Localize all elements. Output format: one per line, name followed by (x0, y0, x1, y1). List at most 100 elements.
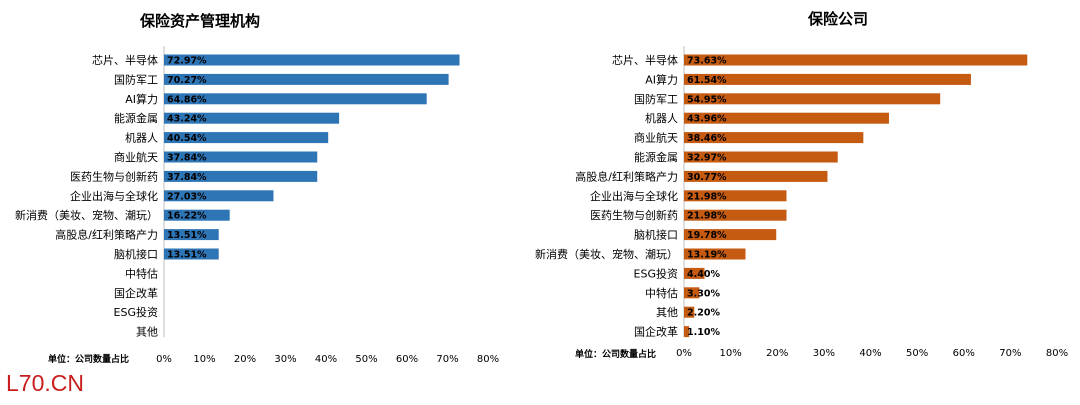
category-label: 新消费（美妆、宠物、潮玩） (535, 247, 678, 261)
bar (684, 132, 864, 144)
bar (684, 287, 700, 299)
category-label: 企业出海与全球化 (70, 189, 158, 203)
category-label: 新消费（美妆、宠物、潮玩） (15, 208, 158, 222)
data-label: 4.40% (687, 269, 720, 280)
bar (164, 190, 274, 202)
category-label: ESG投资 (114, 305, 158, 319)
category-label: 国防军工 (634, 92, 678, 106)
category-label: 中特估 (125, 266, 158, 280)
data-label: 21.98% (687, 211, 727, 222)
x-tick-label: 80% (1046, 348, 1068, 359)
data-label: 43.24% (167, 114, 207, 125)
category-label: 机器人 (645, 111, 678, 125)
category-label: 芯片、半导体 (92, 53, 158, 67)
category-label: 高股息/红利策略产力 (55, 228, 158, 242)
bar (164, 229, 219, 241)
x-tick-label: 30% (274, 354, 296, 365)
data-label: 38.46% (687, 133, 727, 144)
x-tick-label: 40% (859, 348, 881, 359)
x-tick-label: 20% (234, 354, 256, 365)
x-tick-label: 0% (156, 354, 172, 365)
data-label: 3.30% (687, 288, 720, 299)
category-label: 国企改革 (634, 325, 678, 339)
data-label: 72.97% (167, 56, 207, 67)
bar (684, 54, 1028, 66)
bar (684, 170, 828, 182)
bar (684, 190, 787, 202)
data-label: 37.84% (167, 172, 207, 183)
category-label: 医药生物与创新药 (590, 208, 678, 222)
category-label: 能源金属 (634, 150, 678, 164)
data-label: 13.19% (687, 250, 727, 261)
bar (684, 229, 777, 241)
x-tick-label: 40% (315, 354, 337, 365)
x-tick-label: 50% (906, 348, 928, 359)
category-label: 商业航天 (114, 150, 158, 164)
category-label: 机器人 (125, 131, 158, 145)
watermark-logo: L70.CN (6, 370, 84, 396)
x-tick-label: 10% (720, 348, 742, 359)
x-tick-label: 60% (396, 354, 418, 365)
chart-title: 保险资产管理机构 (139, 12, 260, 30)
x-tick-label: 30% (813, 348, 835, 359)
bar (164, 170, 318, 182)
bar (684, 248, 746, 260)
data-label: 43.96% (687, 114, 727, 125)
category-label: 国防军工 (114, 72, 158, 86)
x-tick-label: 70% (436, 354, 458, 365)
bar (164, 73, 449, 85)
data-label: 70.27% (167, 75, 207, 86)
bar (684, 267, 705, 279)
category-label: AI算力 (645, 72, 678, 86)
category-label: 脑机接口 (114, 247, 158, 261)
bar (164, 93, 427, 105)
category-label: 能源金属 (114, 111, 158, 125)
category-label: 企业出海与全球化 (590, 189, 678, 203)
data-label: 2.20% (687, 308, 720, 319)
unit-note: 单位：公司数量占比 (48, 353, 129, 365)
category-label: 芯片、半导体 (612, 53, 678, 67)
x-tick-label: 70% (999, 348, 1021, 359)
data-label: 19.78% (687, 230, 727, 241)
data-label: 13.51% (167, 230, 207, 241)
data-label: 1.10% (687, 327, 720, 338)
bar (164, 54, 460, 66)
bar (684, 306, 695, 318)
category-label: 高股息/红利策略产力 (575, 169, 678, 183)
bar (164, 209, 230, 221)
bar (164, 248, 219, 260)
category-label: 脑机接口 (634, 228, 678, 242)
x-tick-label: 20% (766, 348, 788, 359)
bar (164, 132, 329, 144)
data-label: 73.63% (687, 56, 727, 67)
bar (684, 112, 889, 124)
category-label: 其他 (656, 306, 678, 319)
category-label: 商业航天 (634, 131, 678, 145)
bar (164, 112, 340, 124)
data-label: 30.77% (687, 172, 727, 183)
data-label: 61.54% (687, 75, 727, 86)
data-label: 27.03% (167, 191, 207, 202)
data-label: 13.51% (167, 250, 207, 261)
bar (684, 209, 787, 221)
bar (684, 151, 838, 163)
data-label: 37.84% (167, 153, 207, 164)
x-tick-label: 50% (355, 354, 377, 365)
unit-note: 单位：公司数量占比 (575, 348, 656, 360)
category-label: ESG投资 (634, 266, 678, 280)
data-label: 64.86% (167, 94, 207, 105)
category-label: 国企改革 (114, 286, 158, 300)
x-tick-label: 10% (193, 354, 215, 365)
x-tick-label: 80% (477, 354, 499, 365)
data-label: 21.98% (687, 191, 727, 202)
data-label: 54.95% (687, 94, 727, 105)
x-tick-label: 0% (676, 348, 692, 359)
category-label: 医药生物与创新药 (70, 169, 158, 183)
category-label: 其他 (136, 326, 158, 339)
bar (684, 326, 690, 338)
bar (684, 93, 941, 105)
data-label: 32.97% (687, 153, 727, 164)
x-tick-label: 60% (953, 348, 975, 359)
chart-title: 保险公司 (807, 10, 868, 28)
